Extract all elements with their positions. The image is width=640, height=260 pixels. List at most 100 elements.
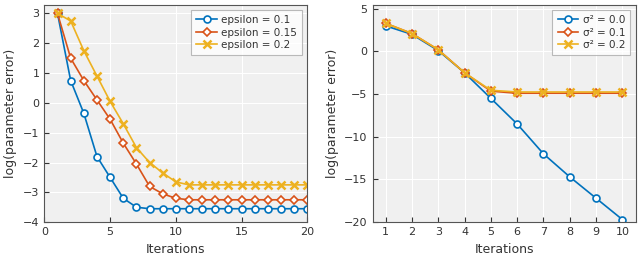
epsilon = 0.15 (54, 12, 61, 15)
σ² = 0.1 (461, 71, 468, 74)
epsilon = 0.15 (80, 79, 88, 82)
σ² = 0.2 (487, 89, 495, 92)
σ² = 0.0 (592, 197, 600, 200)
epsilon = 0.15 (67, 57, 74, 60)
epsilon = 0.2 (106, 100, 114, 103)
epsilon = 0.1 (277, 207, 285, 210)
σ² = 0.1 (619, 92, 627, 95)
epsilon = 0.15 (264, 198, 272, 201)
epsilon = 0.2 (54, 12, 61, 15)
epsilon = 0.2 (93, 75, 101, 78)
epsilon = 0.1 (238, 207, 246, 210)
epsilon = 0.15 (225, 198, 232, 201)
Line: epsilon = 0.1: epsilon = 0.1 (54, 10, 311, 212)
Y-axis label: log(parameter error): log(parameter error) (4, 49, 17, 178)
epsilon = 0.1 (172, 207, 180, 210)
epsilon = 0.15 (303, 198, 311, 201)
σ² = 0.2 (513, 90, 521, 94)
σ² = 0.1 (382, 22, 390, 25)
σ² = 0.1 (435, 48, 442, 51)
σ² = 0.0 (540, 152, 547, 155)
X-axis label: Iterations: Iterations (146, 243, 205, 256)
epsilon = 0.2 (264, 183, 272, 186)
Line: epsilon = 0.15: epsilon = 0.15 (55, 11, 310, 203)
Line: σ² = 0.0: σ² = 0.0 (382, 22, 626, 223)
epsilon = 0.2 (132, 146, 140, 149)
epsilon = 0.15 (120, 142, 127, 145)
epsilon = 0.1 (198, 207, 206, 210)
σ² = 0.1 (513, 92, 521, 95)
epsilon = 0.1 (106, 176, 114, 179)
epsilon = 0.1 (93, 155, 101, 158)
epsilon = 0.1 (132, 206, 140, 209)
epsilon = 0.1 (120, 197, 127, 200)
epsilon = 0.2 (80, 49, 88, 52)
epsilon = 0.2 (159, 171, 166, 174)
σ² = 0.2 (382, 22, 390, 25)
epsilon = 0.2 (238, 183, 246, 186)
σ² = 0.0 (408, 33, 416, 36)
epsilon = 0.15 (185, 198, 193, 201)
epsilon = 0.1 (67, 79, 74, 82)
σ² = 0.0 (461, 71, 468, 74)
Legend: σ² = 0.0, σ² = 0.1, σ² = 0.2: σ² = 0.0, σ² = 0.1, σ² = 0.2 (552, 10, 630, 55)
epsilon = 0.1 (251, 207, 259, 210)
σ² = 0.0 (513, 122, 521, 126)
σ² = 0.2 (435, 48, 442, 51)
epsilon = 0.15 (251, 198, 259, 201)
epsilon = 0.2 (291, 183, 298, 186)
epsilon = 0.15 (106, 118, 114, 121)
epsilon = 0.2 (146, 161, 154, 164)
epsilon = 0.15 (146, 185, 154, 188)
epsilon = 0.1 (146, 207, 154, 210)
epsilon = 0.2 (198, 183, 206, 186)
Line: σ² = 0.1: σ² = 0.1 (383, 21, 625, 96)
σ² = 0.1 (487, 90, 495, 93)
epsilon = 0.1 (225, 207, 232, 210)
σ² = 0.1 (592, 92, 600, 95)
σ² = 0.2 (540, 90, 547, 94)
Y-axis label: log(parameter error): log(parameter error) (326, 49, 339, 178)
epsilon = 0.15 (172, 197, 180, 200)
σ² = 0.2 (592, 90, 600, 94)
epsilon = 0.15 (93, 98, 101, 101)
Legend: epsilon = 0.1, epsilon = 0.15, epsilon = 0.2: epsilon = 0.1, epsilon = 0.15, epsilon =… (191, 10, 302, 55)
epsilon = 0.2 (185, 183, 193, 186)
Line: epsilon = 0.2: epsilon = 0.2 (53, 9, 312, 189)
σ² = 0.2 (408, 32, 416, 35)
Line: σ² = 0.2: σ² = 0.2 (381, 19, 627, 96)
σ² = 0.1 (540, 92, 547, 95)
σ² = 0.1 (566, 92, 573, 95)
epsilon = 0.15 (159, 192, 166, 195)
σ² = 0.0 (382, 24, 390, 27)
epsilon = 0.1 (54, 12, 61, 15)
σ² = 0.0 (619, 218, 627, 221)
epsilon = 0.2 (303, 183, 311, 186)
epsilon = 0.2 (211, 183, 219, 186)
epsilon = 0.2 (277, 183, 285, 186)
epsilon = 0.2 (67, 19, 74, 22)
epsilon = 0.1 (80, 112, 88, 115)
σ² = 0.2 (566, 90, 573, 94)
σ² = 0.2 (619, 90, 627, 94)
epsilon = 0.15 (238, 198, 246, 201)
epsilon = 0.15 (277, 198, 285, 201)
epsilon = 0.1 (291, 207, 298, 210)
epsilon = 0.1 (159, 207, 166, 210)
epsilon = 0.15 (132, 162, 140, 166)
epsilon = 0.2 (120, 122, 127, 125)
epsilon = 0.15 (211, 198, 219, 201)
σ² = 0.0 (487, 97, 495, 100)
epsilon = 0.2 (251, 183, 259, 186)
X-axis label: Iterations: Iterations (474, 243, 534, 256)
epsilon = 0.1 (303, 207, 311, 210)
epsilon = 0.1 (264, 207, 272, 210)
epsilon = 0.2 (172, 180, 180, 184)
epsilon = 0.1 (211, 207, 219, 210)
epsilon = 0.15 (291, 198, 298, 201)
epsilon = 0.15 (198, 198, 206, 201)
epsilon = 0.1 (185, 207, 193, 210)
σ² = 0.1 (408, 32, 416, 35)
epsilon = 0.2 (225, 183, 232, 186)
σ² = 0.0 (435, 49, 442, 52)
